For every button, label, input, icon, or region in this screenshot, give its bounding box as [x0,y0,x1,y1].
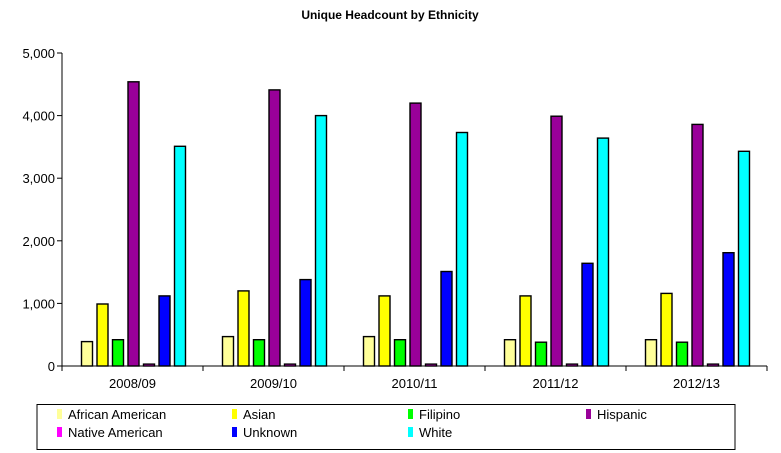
bar-unknown-2011-12 [581,262,594,367]
bar-white-2010-11 [455,131,469,367]
bar-african-american-2012-13 [644,339,658,367]
bar-white-2009-10 [314,114,328,367]
legend-label-filipino: Filipino [419,407,460,422]
bar-filipino-2008-09 [111,339,125,367]
legend-swatch-native-american [57,427,62,437]
legend-label-asian: Asian [243,407,276,422]
bar-african-american-2008-09 [80,340,94,367]
bar-asian-2009-10 [237,290,250,367]
bar-asian-2011-12 [519,295,532,367]
legend-swatch-white [408,427,413,437]
bar-filipino-2012-13 [675,341,689,367]
legend-swatch-filipino [408,409,413,419]
legend-swatch-hispanic [586,409,591,419]
bar-african-american-2011-12 [503,339,517,367]
legend-label-african-american: African American [68,407,166,422]
bar-white-2008-09 [173,145,187,367]
bar-unknown-2012-13 [722,251,735,367]
bar-hispanic-2008-09 [127,81,140,367]
bar-white-2012-13 [737,150,751,367]
bar-hispanic-2010-11 [409,102,422,367]
x-tick-label: 2012/13 [673,376,720,391]
bar-asian-2010-11 [378,295,391,367]
bar-asian-2008-09 [96,303,109,367]
bar-filipino-2009-10 [252,339,266,367]
y-tick-label: 5,000 [22,46,55,61]
chart-title: Unique Headcount by Ethnicity [301,8,479,22]
legend-box [36,404,736,450]
bar-hispanic-2009-10 [268,89,281,367]
x-tick-label: 2008/09 [109,376,156,391]
legend-swatch-unknown [232,427,237,437]
y-tick-label: 4,000 [22,109,55,124]
bar-african-american-2009-10 [221,335,235,367]
y-tick-label: 3,000 [22,171,55,186]
x-tick-label: 2011/12 [532,376,578,391]
bar-asian-2012-13 [660,292,673,367]
legend-swatch-african-american [57,409,62,419]
x-tick-label: 2010/11 [391,376,437,391]
bar-unknown-2008-09 [158,295,171,367]
bars-layer [80,81,751,367]
bar-hispanic-2012-13 [691,123,704,367]
bar-african-american-2010-11 [362,335,376,367]
y-tick-label: 0 [48,359,55,374]
bar-filipino-2010-11 [393,339,407,367]
bar-unknown-2010-11 [440,270,453,367]
legend-label-white: White [419,425,452,440]
bar-hispanic-2011-12 [550,115,563,367]
bar-white-2011-12 [596,137,610,367]
y-tick-label: 2,000 [22,234,55,249]
legend-swatch-asian [232,409,237,419]
bar-unknown-2009-10 [299,278,312,367]
x-tick-label: 2009/10 [250,376,297,391]
y-tick-label: 1,000 [22,296,55,311]
axes-layer: 0 1,000 2,000 3,000 4,000 5,000 2008/09 2009/10… [22,46,768,391]
legend-label-native-american: Native American [68,425,163,440]
legend: African American Asian Filipino Hispanic Nat… [36,404,736,450]
legend-label-hispanic: Hispanic [597,407,647,422]
bar-filipino-2011-12 [534,341,548,367]
legend-label-unknown: Unknown [243,425,297,440]
